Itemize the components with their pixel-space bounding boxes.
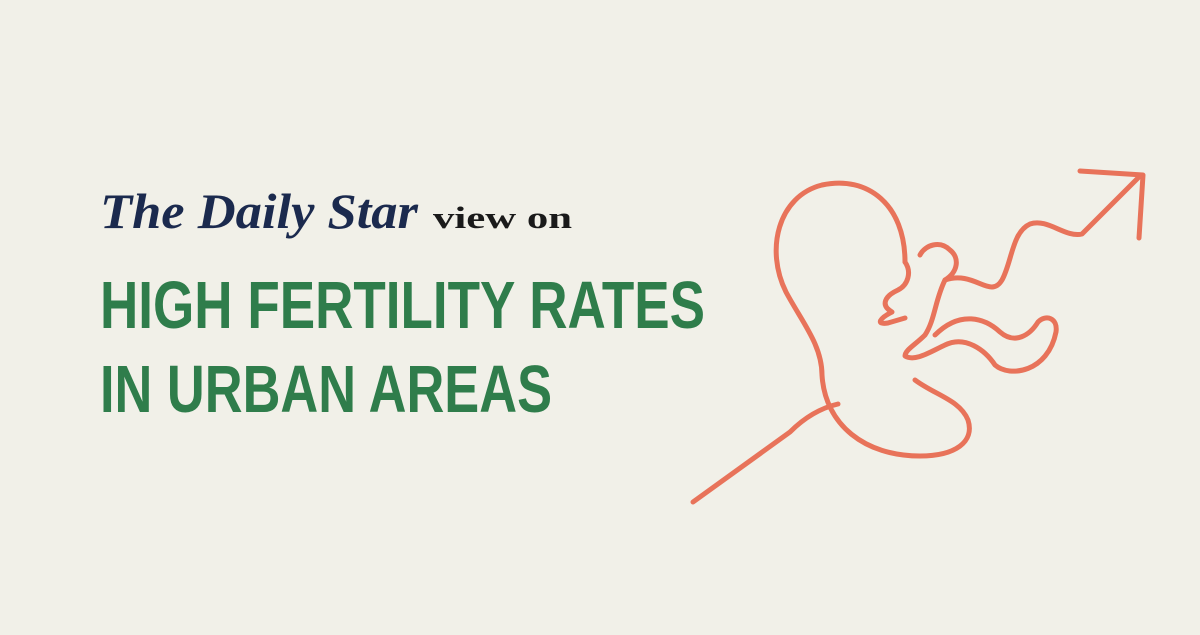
arrow-tail	[690, 401, 841, 505]
brand-logo: The Daily Star	[100, 183, 419, 239]
body-outline	[773, 180, 972, 459]
arrow-head	[1077, 168, 1146, 241]
headline-line: HIGH FERTILITY RATES	[100, 268, 705, 343]
fetus-illustration	[690, 168, 1146, 505]
tagline: view on	[433, 200, 572, 235]
limbs	[902, 242, 1059, 374]
face	[877, 259, 911, 326]
arrow-line	[942, 173, 1143, 290]
headline-line: IN URBAN AREAS	[100, 352, 552, 427]
